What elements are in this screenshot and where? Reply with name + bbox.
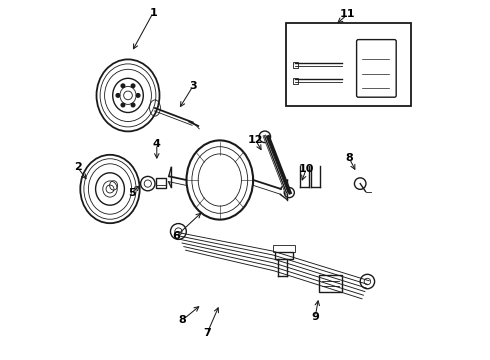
Text: 5: 5 — [128, 188, 135, 198]
Text: 9: 9 — [311, 312, 319, 322]
Circle shape — [131, 103, 135, 107]
Circle shape — [121, 84, 125, 87]
Text: 4: 4 — [153, 139, 161, 149]
Text: 10: 10 — [298, 164, 314, 174]
Bar — [273, 246, 294, 252]
Bar — [286, 23, 411, 106]
Bar — [275, 252, 293, 259]
Text: 12: 12 — [248, 135, 264, 145]
Bar — [319, 275, 342, 292]
Text: 6: 6 — [172, 231, 180, 241]
Circle shape — [131, 84, 135, 87]
Text: 2: 2 — [74, 162, 81, 172]
Text: 11: 11 — [340, 9, 355, 19]
Text: 3: 3 — [189, 81, 196, 91]
Circle shape — [136, 94, 140, 97]
Bar — [293, 78, 298, 84]
Text: 1: 1 — [149, 8, 157, 18]
Bar — [293, 62, 298, 68]
Text: 8: 8 — [178, 315, 186, 325]
Text: 7: 7 — [203, 328, 211, 338]
Bar — [156, 178, 166, 188]
Circle shape — [116, 94, 120, 97]
Text: 8: 8 — [345, 153, 353, 163]
Circle shape — [121, 103, 125, 107]
